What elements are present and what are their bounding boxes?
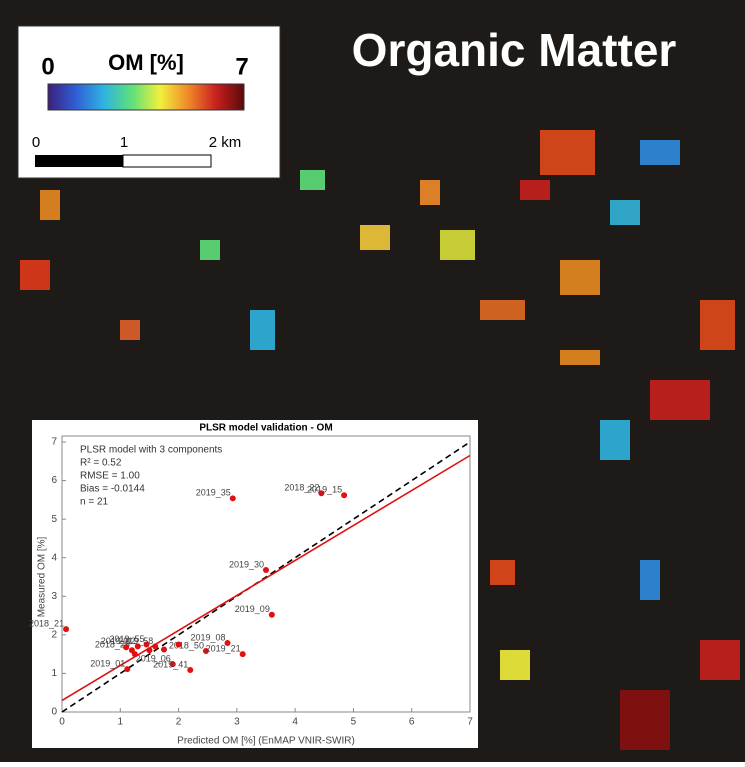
point-label: 2019_41 — [153, 659, 188, 669]
scale-label: 0 — [32, 134, 40, 151]
y-tick-label: 3 — [51, 591, 57, 602]
point-label: 2019_35 — [196, 488, 231, 498]
point-label: 2019_09 — [235, 604, 270, 614]
data-point — [123, 644, 129, 650]
x-tick-label: 4 — [292, 717, 298, 728]
scale-label: 2 km — [209, 134, 242, 151]
x-tick-label: 6 — [409, 717, 415, 728]
legend: 0 OM [%] 7 0 1 2 km — [18, 26, 280, 178]
point-label: 2019_58 — [118, 636, 153, 646]
legend-max: 7 — [235, 53, 248, 80]
y-tick-label: 6 — [51, 475, 57, 486]
point-label: 2019_15 — [307, 485, 342, 495]
annotation: n = 21 — [80, 497, 109, 508]
point-label: 2019_30 — [229, 559, 264, 569]
x-tick-label: 1 — [118, 717, 124, 728]
legend-min: 0 — [41, 53, 54, 80]
annotation: Bias = -0.0144 — [80, 484, 145, 495]
data-point — [132, 651, 138, 657]
validation-plot: PLSR model validation - OM Predicted OM … — [29, 420, 478, 748]
y-tick-label: 1 — [51, 668, 57, 679]
annotation: PLSR model with 3 components — [80, 445, 222, 456]
annotation: RMSE = 1.00 — [80, 471, 140, 482]
x-tick-label: 3 — [234, 717, 240, 728]
point-label: 2018_50 — [169, 640, 204, 650]
y-axis-title: Measured OM [%] — [37, 536, 48, 617]
y-tick-label: 7 — [51, 437, 57, 448]
x-tick-label: 7 — [467, 717, 473, 728]
point-label: 2019_21 — [206, 644, 241, 654]
data-point — [146, 647, 152, 653]
y-tick-label: 2 — [51, 629, 57, 640]
data-point — [161, 647, 167, 653]
point-label: 2019_01 — [90, 659, 125, 669]
plot-title: PLSR model validation - OM — [199, 423, 332, 434]
data-point — [176, 642, 182, 648]
point-label: 2018_21 — [29, 618, 64, 628]
x-tick-label: 5 — [351, 717, 357, 728]
x-tick-label: 0 — [59, 717, 65, 728]
y-tick-label: 5 — [51, 514, 57, 525]
map-title: Organic Matter — [352, 24, 677, 76]
x-axis-title: Predicted OM [%] (EnMAP VNIR-SWIR) — [177, 736, 355, 747]
scale-label: 1 — [120, 134, 128, 151]
scale-bar — [123, 155, 211, 167]
map-figure: Organic Matter 0 OM [%] 7 0 1 2 km PLSR … — [0, 0, 745, 762]
annotation: R² = 0.52 — [80, 458, 122, 469]
legend-label: OM [%] — [108, 50, 184, 75]
y-tick-label: 4 — [51, 552, 57, 563]
colorbar — [48, 84, 244, 110]
scale-bar — [35, 155, 123, 167]
y-tick-label: 0 — [51, 707, 57, 718]
x-tick-label: 2 — [176, 717, 182, 728]
